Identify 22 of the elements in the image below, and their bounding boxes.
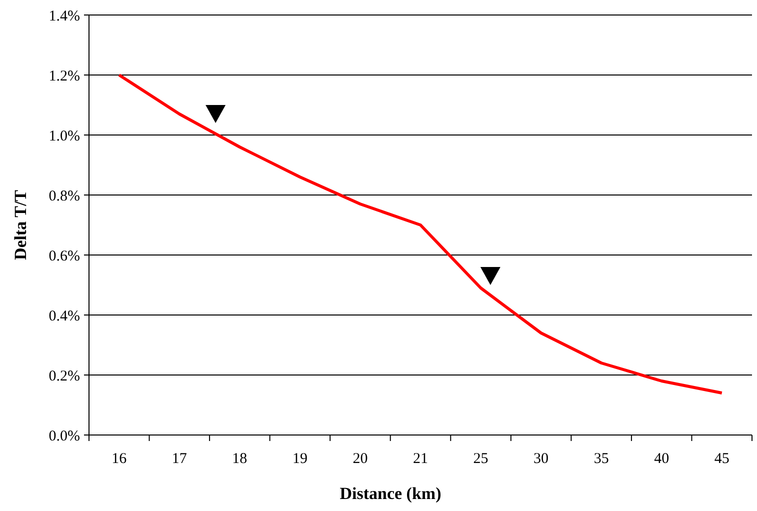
y-tick-label: 0.6% — [48, 248, 80, 264]
y-tick-label: 0.4% — [48, 308, 80, 324]
x-tick-label: 17 — [172, 451, 188, 467]
y-axis-title: Delta T/T — [11, 189, 30, 260]
x-tick-label: 30 — [534, 451, 549, 467]
y-tick-label: 1.4% — [48, 8, 80, 24]
x-tick-label: 16 — [112, 451, 128, 467]
x-tick-label: 35 — [594, 451, 609, 467]
y-tick-label: 1.2% — [48, 68, 80, 84]
x-axis-title: Distance (km) — [340, 484, 442, 503]
x-tick-label: 18 — [232, 451, 248, 467]
x-tick-label: 21 — [413, 451, 428, 467]
x-tick-label: 40 — [654, 451, 670, 467]
x-tick-label: 20 — [352, 451, 368, 467]
y-tick-label: 0.8% — [48, 188, 80, 204]
x-tick-label: 25 — [473, 451, 488, 467]
x-tick-label: 45 — [714, 451, 730, 467]
line-series — [118, 74, 724, 394]
x-tick-label: 19 — [292, 451, 308, 467]
y-tick-label: 1.0% — [48, 128, 80, 144]
y-tick-label: 0.0% — [48, 428, 80, 444]
y-tick-label: 0.2% — [48, 368, 80, 384]
